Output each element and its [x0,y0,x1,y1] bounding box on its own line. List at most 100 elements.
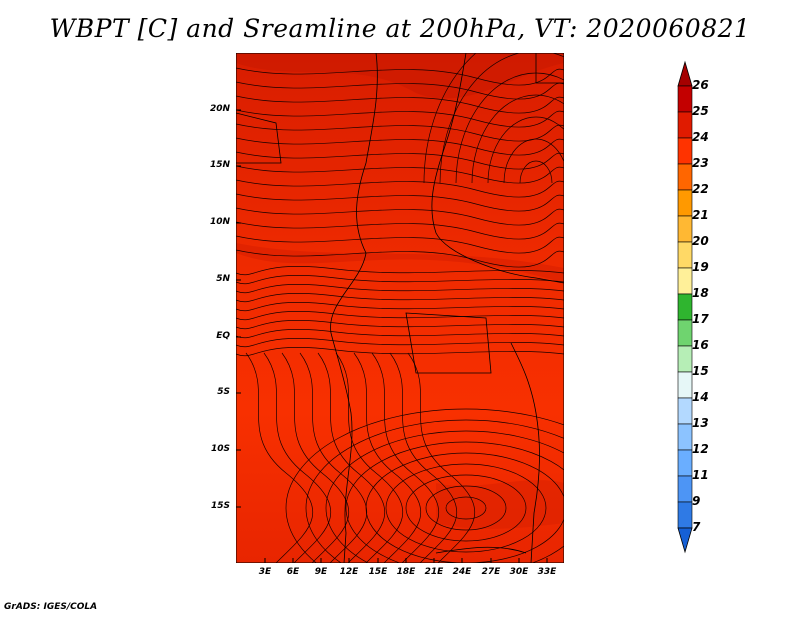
colorbar-label: 25 [692,104,709,118]
lon-tick-label: 30E [509,567,529,577]
colorbar-label: 18 [692,286,709,300]
streamline [519,160,553,184]
lon-tick-label: 6E [286,567,300,577]
streamline [236,302,564,312]
colorbar-label: 26 [692,78,709,92]
colorbar-segment [677,111,693,139]
colorbar-label: 7 [692,520,701,534]
streamline [385,463,547,553]
streamline [236,311,564,321]
streamline [407,352,475,563]
colorbar-segment [677,189,693,217]
streamline [236,193,564,212]
colorbar-segment [677,345,693,373]
wbpt-band-south [436,480,564,529]
streamline [236,249,564,268]
lon-tick-label: 3E [258,567,272,577]
streamline [281,352,349,563]
lat-tick-label: 20N [209,104,230,114]
colorbar-segment [677,449,693,477]
lat-tick-label: 10N [209,217,230,227]
streamline [236,338,564,348]
streamline [325,430,564,563]
streamline [236,81,564,100]
colorbar-segment [677,137,693,165]
streamline [317,352,385,563]
colorbar [677,60,693,554]
lon-tick-label: 33E [537,567,557,577]
streamline [236,151,564,170]
colorbar-label: 19 [692,260,709,274]
streamline [236,266,564,276]
colorbar-segment [677,241,693,269]
lat-tick-label: 15S [210,501,230,511]
lon-tick-label: 21E [424,567,444,577]
colorbar-label: 15 [692,364,709,378]
lon-tick-label: 15E [368,567,388,577]
streamline [236,275,564,285]
lon-tick-label: 12E [339,567,359,577]
wbpt-band-mid [236,243,564,283]
lon-tick-label: 27E [481,567,501,577]
colorbar-label: 24 [692,130,709,144]
colorbar-min-triangle [677,527,693,554]
colorbar-label: 14 [692,390,709,404]
streamline [425,485,507,531]
streamline [236,123,564,142]
streamline [236,320,564,330]
colorbar-label: 12 [692,442,709,456]
colorbar-label: 23 [692,156,709,170]
colorbar-label: 9 [692,494,701,508]
colorbar-segment [677,501,693,529]
colorbar-segment [677,319,693,347]
streamline [236,207,564,226]
colorbar-segment [677,423,693,451]
streamline [471,94,564,184]
streamline [236,165,564,184]
colorbar-label: 21 [692,208,709,222]
lat-tick-label: EQ [216,331,230,341]
colorbar-label: 22 [692,182,709,196]
streamline [263,352,331,563]
streamline [245,352,313,563]
lat-tick-label: 15N [209,160,230,170]
coastlines [236,53,564,563]
colorbar-segment [677,163,693,191]
streamline [345,441,564,563]
map-plot [236,53,564,563]
streamline [389,352,457,563]
chart-title: WBPT [C] and Sreamline at 200hPa, VT: 20… [49,14,751,43]
lon-tick-label: 9E [314,567,328,577]
lat-tick-label: 5S [217,387,230,397]
lat-tick-label: 10S [210,444,230,454]
lon-tick-label: 24E [452,567,472,577]
streamline [445,496,487,520]
colorbar-label: 16 [692,338,709,352]
streamline [236,329,564,339]
streamline [371,352,439,563]
colorbar-max-triangle [677,60,693,87]
colorbar-segment [677,267,693,295]
streamline [285,408,564,563]
colorbar-label: 20 [692,234,709,248]
streamline [503,138,564,184]
lon-tick-label: 18E [396,567,416,577]
wbpt-band-north [236,53,564,99]
streamline [365,452,564,563]
streamline [439,53,564,184]
streamline [423,53,477,184]
streamline [236,109,564,128]
streamline [353,352,421,563]
streamline [236,235,564,254]
streamline [405,474,527,542]
colorbar-label: 13 [692,416,709,430]
streamline [236,95,564,114]
lat-tick-label: 5N [216,274,230,284]
streamline [236,179,564,198]
colorbar-label: 11 [692,468,709,482]
colorbar-segment [677,293,693,321]
streamline [487,116,564,184]
colorbar-segment [677,397,693,425]
streamline [335,352,403,563]
streamlines [236,53,564,563]
